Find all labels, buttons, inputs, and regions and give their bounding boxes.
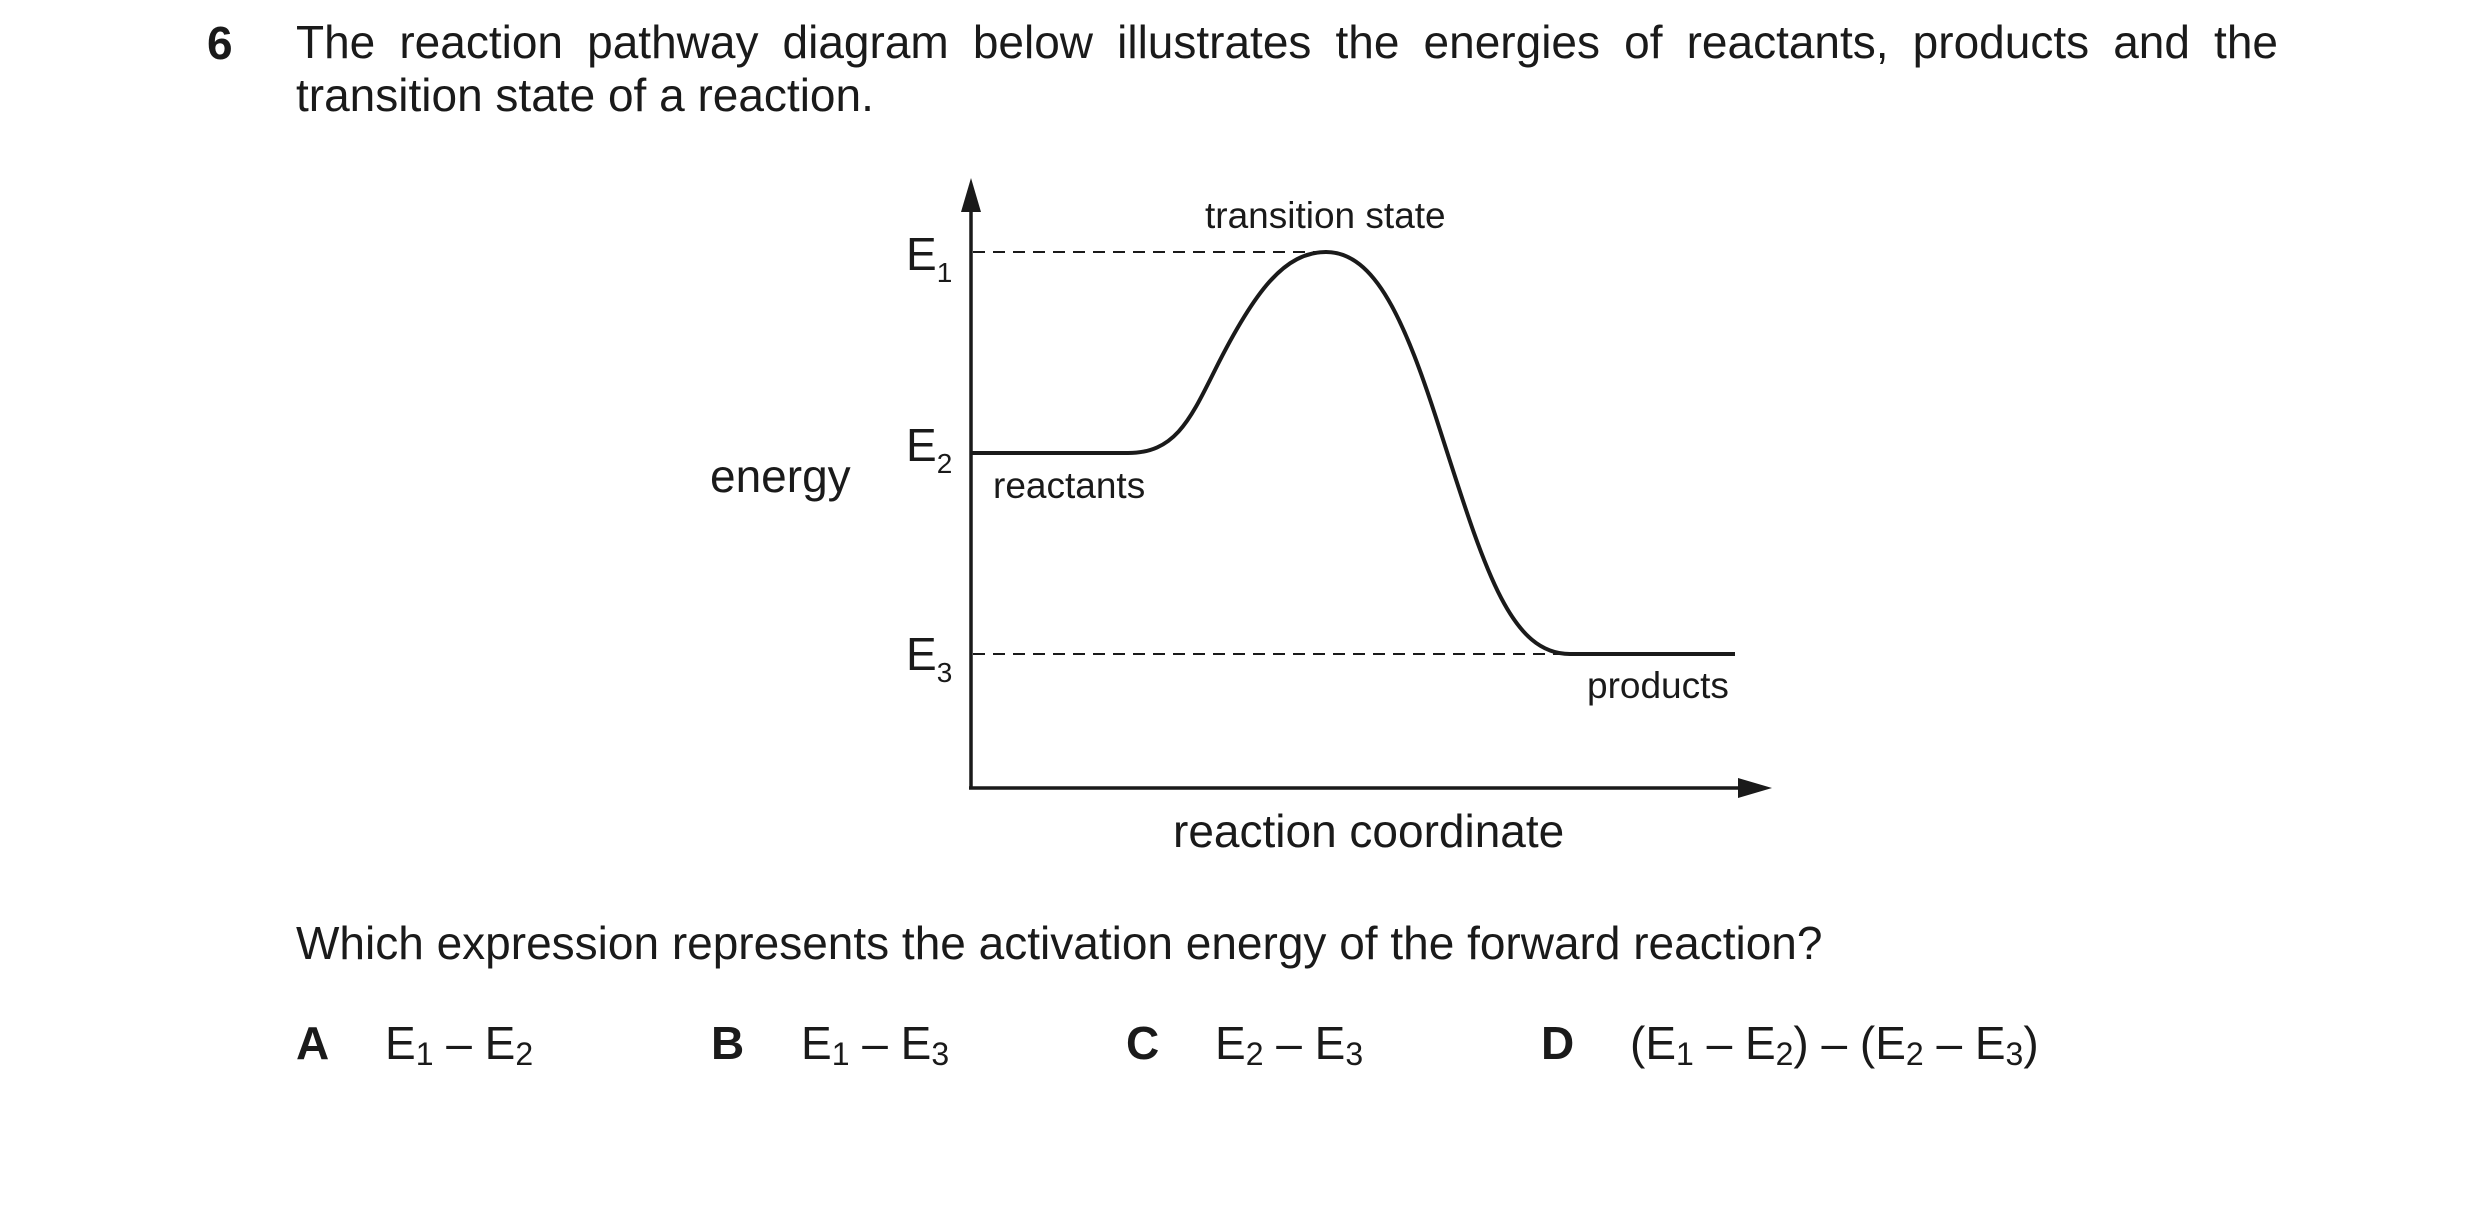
option-d-letter[interactable]: D <box>1541 1017 1575 1069</box>
option-c-expression[interactable]: E2 – E3 <box>1215 1017 1364 1072</box>
x-axis-arrowhead <box>1738 778 1772 798</box>
y-axis-arrowhead <box>961 178 981 212</box>
x-axis-label: reaction coordinate <box>1173 805 1564 857</box>
option-b-expression[interactable]: E1 – E3 <box>801 1017 950 1072</box>
reactants-label: reactants <box>993 465 1145 506</box>
e1-label: E1 <box>906 228 952 288</box>
option-c-letter[interactable]: C <box>1126 1017 1160 1069</box>
e2-label: E2 <box>906 419 952 479</box>
products-label: products <box>1587 665 1729 706</box>
y-axis-label: energy <box>710 450 851 502</box>
option-a-expression[interactable]: E1 – E2 <box>385 1017 534 1072</box>
energy-profile-curve <box>971 249 1735 656</box>
question-number: 6 <box>207 17 233 69</box>
e3-label: E3 <box>906 628 952 688</box>
transition-state-label: transition state <box>1205 195 1446 236</box>
reaction-pathway-diagram: E1 E2 E3 energy reaction coordinate tran… <box>710 178 1772 857</box>
option-a-letter[interactable]: A <box>296 1017 330 1069</box>
question-prompt: Which expression represents the activati… <box>296 917 1823 969</box>
question-stem: The reaction pathway diagram below illus… <box>296 16 2278 121</box>
option-b-letter[interactable]: B <box>711 1017 745 1069</box>
option-d-expression[interactable]: (E1 – E2) – (E2 – E3) <box>1630 1017 2039 1072</box>
